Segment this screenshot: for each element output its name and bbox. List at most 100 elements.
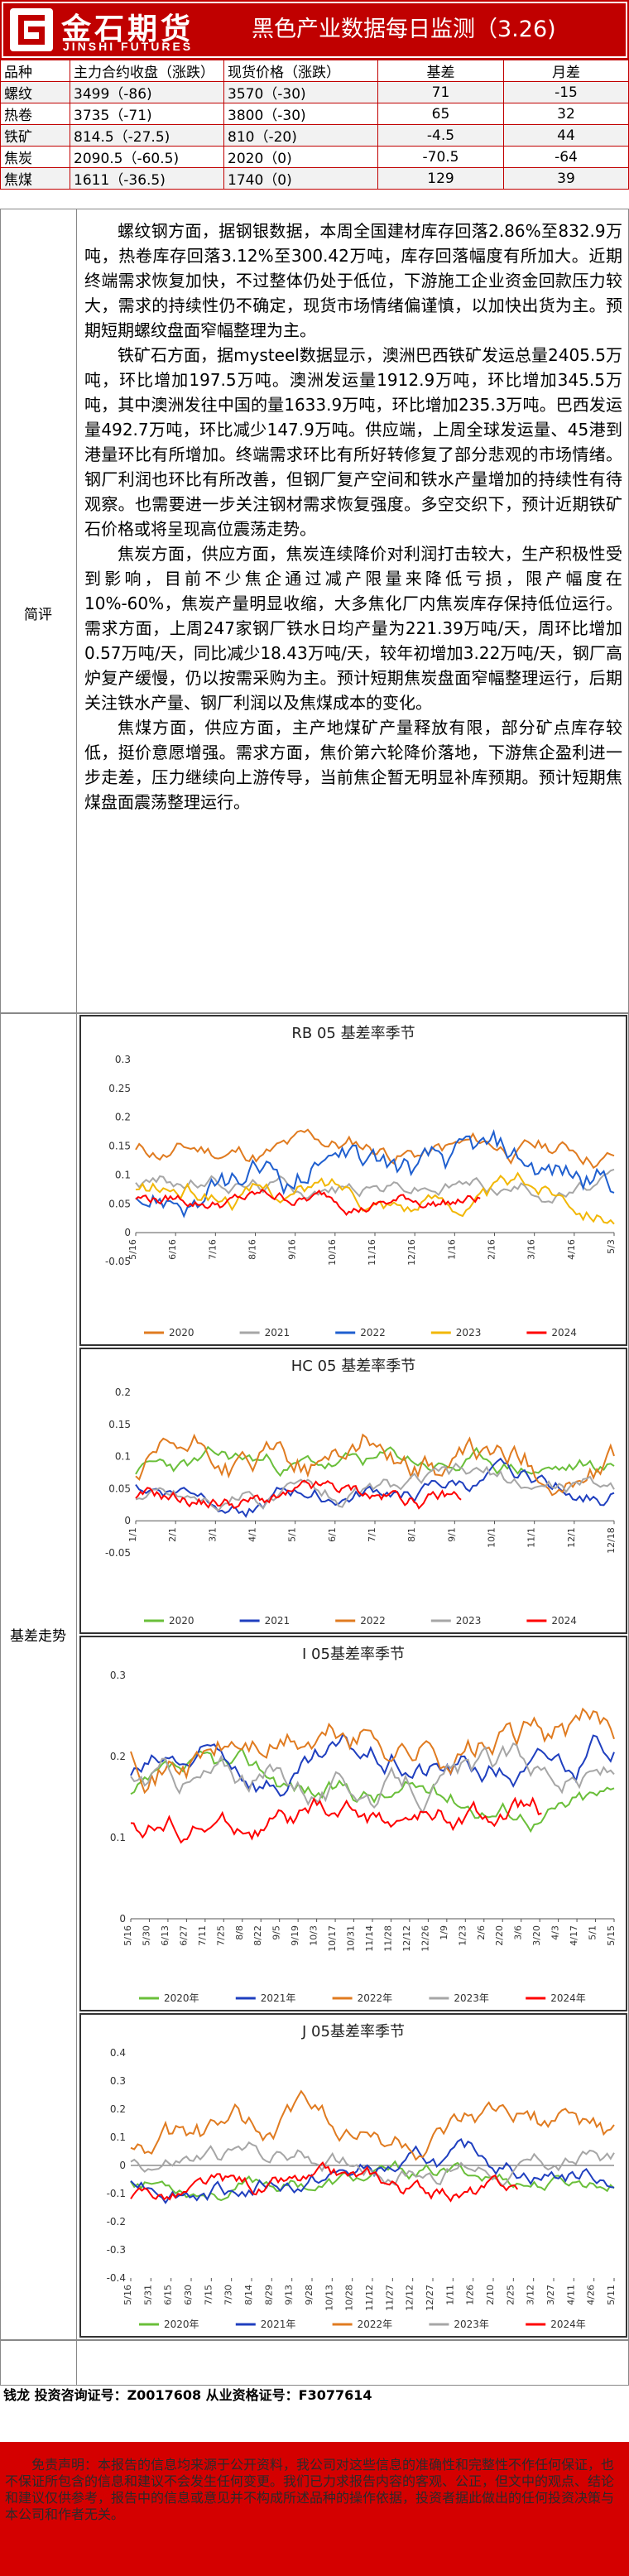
x-tick-label: 4/16: [566, 1239, 577, 1260]
x-tick-label: 2/10: [485, 2285, 496, 2305]
y-tick-label: 0.4: [110, 2047, 126, 2059]
series-line-2021: [135, 1168, 615, 1204]
x-tick-label: 11/28: [382, 1925, 393, 1952]
y-tick-label: -0.2: [107, 2216, 126, 2228]
x-tick-label: 7/30: [223, 2285, 234, 2305]
table-cell: 焦煤: [0, 167, 70, 190]
disclaimer: 免责声明：本报告的信息均来源于公开资料，我公司对这些信息的准确性和完整性不作任何…: [0, 2442, 629, 2576]
y-tick-label: 0.3: [115, 1054, 131, 1065]
report-title: 黑色产业数据每日监测（3.26): [225, 3, 626, 56]
basis-label: 基差走势: [10, 1628, 66, 1645]
series-line-2020: [135, 1128, 615, 1170]
y-tick-label: 0.25: [108, 1083, 131, 1094]
table-cell: 32: [503, 103, 629, 125]
table-cell: -15: [503, 81, 629, 103]
x-tick-label: 11/12: [364, 2285, 375, 2311]
table-row: 焦煤 1611（-36.5) 1740（0) 129 39: [0, 167, 629, 190]
x-tick-label: 9/28: [304, 2285, 314, 2305]
x-tick-label: 10/13: [324, 2285, 334, 2311]
legend-label: 2020年: [164, 2319, 199, 2330]
x-tick-label: 10/3: [309, 1925, 319, 1946]
x-tick-label: 1/1: [127, 1527, 138, 1542]
x-tick-label: 6/13: [160, 1925, 170, 1946]
x-tick-label: 5/11: [606, 2285, 617, 2305]
report-header: 金石期货 JINSHI FUTURES 黑色产业数据每日监测（3.26): [0, 0, 629, 60]
j-basis-chart: J 05基差率季节 0.4 0.3 0.2 0.1 0 -0.1 -0.2 -0.3 -0.4 5/…: [79, 2013, 627, 2338]
hc-basis-chart: HC 05 基差率季节 0.2 0.15 0.1 0.05 0 -0.05 1/1 2/1 3/1…: [79, 1348, 627, 1634]
legend-label: 2020: [169, 1615, 194, 1627]
col-header: 月差: [503, 60, 629, 82]
coke-paragraph: 焦炭方面，供应方面，焦炭连续降价对利润打击较大，生产积极性受到影响，目前不少焦企…: [84, 544, 622, 713]
y-tick-label: 0.1: [115, 1451, 131, 1463]
x-tick-label: 11/16: [367, 1239, 377, 1266]
x-tick-label: 5/15: [606, 1925, 617, 1946]
series-line-2022年: [130, 1707, 615, 1795]
y-tick-label: -0.4: [107, 2272, 126, 2284]
x-tick-label: 8/16: [247, 1239, 258, 1260]
x-tick-label: 10/17: [327, 1925, 338, 1952]
y-tick-label: 0.05: [108, 1198, 131, 1209]
legend-label: 2023年: [454, 2319, 489, 2330]
chart-title: HC 05 基差率季节: [291, 1358, 415, 1375]
col-header: 基差: [377, 60, 504, 82]
x-tick-label: 3/27: [545, 2285, 556, 2305]
legend-label: 2020年: [164, 1992, 199, 2004]
x-tick-label: 2/25: [505, 2285, 516, 2305]
legend-label: 2023年: [454, 1992, 489, 2004]
table-cell: 焦炭: [0, 146, 70, 168]
x-tick-label: 9/1: [446, 1527, 457, 1542]
x-tick-label: 10/16: [327, 1239, 338, 1266]
legend-label: 2024: [551, 1615, 577, 1627]
series-line-2023年: [130, 1742, 615, 1814]
series-line-2021年: [130, 2138, 615, 2204]
y-tick-label: -0.05: [105, 1256, 131, 1267]
table-cell: 71: [377, 81, 504, 103]
table-row: 热卷 3735（-71) 3800（-30) 65 32: [0, 103, 629, 125]
table-cell: 铁矿: [0, 124, 70, 147]
table-cell: 螺纹: [0, 81, 70, 103]
x-tick-label: 4/1: [247, 1527, 258, 1542]
y-tick-label: 0.2: [110, 2103, 126, 2115]
table-cell: -64: [503, 146, 629, 168]
x-tick-label: 5/3: [606, 1239, 617, 1254]
y-tick-label: 0.15: [108, 1419, 131, 1430]
y-tick-label: -0.3: [107, 2244, 126, 2256]
x-tick-label: 5/16: [122, 2285, 133, 2305]
y-tick-label: 0.05: [108, 1483, 131, 1494]
x-tick-label: 8/22: [252, 1925, 263, 1946]
legend-label: 2022年: [358, 1992, 393, 2004]
table-cell: 39: [503, 167, 629, 190]
x-tick-label: 1/16: [446, 1239, 457, 1260]
x-tick-label: 9/16: [287, 1239, 298, 1260]
x-tick-label: 4/17: [569, 1925, 579, 1946]
x-tick-label: 1/26: [465, 2285, 476, 2305]
x-tick-label: 7/15: [203, 2285, 214, 2305]
y-tick-label: 0: [119, 2160, 126, 2171]
x-tick-label: 12/27: [425, 2285, 435, 2311]
x-tick-label: 7/1: [367, 1527, 377, 1542]
divider: [0, 2339, 629, 2341]
table-cell: 2090.5（-60.5): [70, 146, 224, 168]
y-tick-label: 0.3: [110, 2075, 126, 2087]
table-cell: -70.5: [377, 146, 504, 168]
logo-chinese-name: 金石期货: [61, 12, 194, 46]
chart-title: I 05基差率季节: [302, 1646, 405, 1663]
table-row: 焦炭 2090.5（-60.5) 2020（0) -70.5 -64: [0, 146, 629, 168]
x-tick-label: 4/3: [550, 1925, 561, 1940]
x-tick-label: 9/13: [284, 2285, 295, 2305]
legend-label: 2023: [456, 1615, 482, 1627]
legend-label: 2021: [265, 1327, 290, 1338]
col-header: 主力合约收盘（涨跌）: [70, 60, 224, 82]
y-tick-label: 0.15: [108, 1141, 131, 1152]
y-tick-label: 0: [124, 1227, 131, 1238]
y-tick-label: 0.3: [110, 1670, 126, 1681]
legend-label: 2022: [360, 1615, 386, 1627]
rebar-paragraph: 螺纹钢方面，据钢银数据，本周全国建材库存回落2.86%至832.9万吨，热卷库存…: [84, 221, 622, 340]
hc-chart-svg: HC 05 基差率季节 0.2 0.15 0.1 0.05 0 -0.05 1/1 2/1 3/1…: [105, 1358, 617, 1627]
table-cell: 3499（-86): [70, 81, 224, 103]
iron-ore-paragraph: 铁矿石方面，据mysteel数据显示，澳洲巴西铁矿发运总量2405.5万吨，环比…: [84, 345, 622, 539]
table-cell: 810（-20): [223, 124, 378, 147]
x-tick-label: 5/1: [287, 1527, 298, 1542]
x-tick-label: 12/1: [566, 1527, 577, 1548]
column-divider: [76, 209, 77, 2386]
